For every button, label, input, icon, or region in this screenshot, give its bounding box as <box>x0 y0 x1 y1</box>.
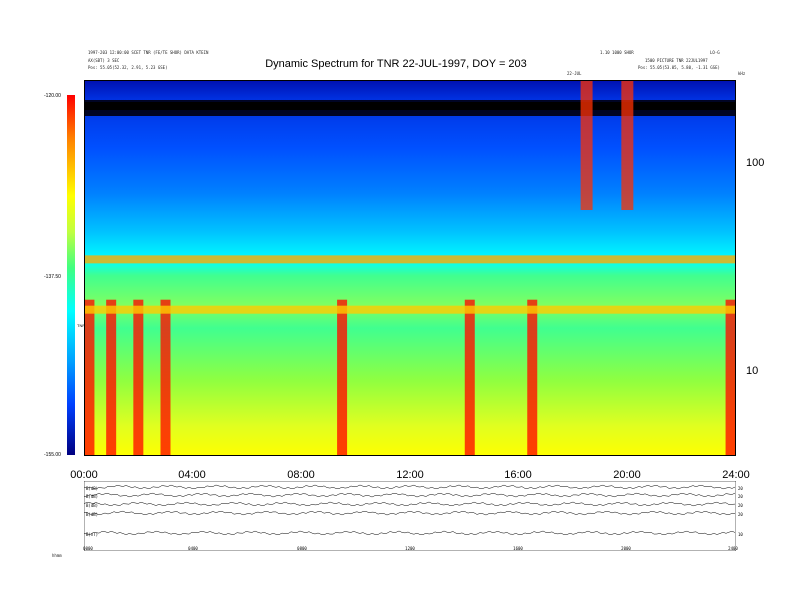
panel-left-label-3: B(dB) <box>86 512 99 517</box>
burst-0-7 <box>725 299 736 456</box>
x-tick-0: 00:00 <box>70 469 98 481</box>
x-tick-1: 04:00 <box>178 469 206 481</box>
burst-0-5 <box>464 299 475 456</box>
panel-right-label-0: 20 <box>738 486 743 491</box>
panel-tick-0: 0000 <box>83 546 93 551</box>
panel-right-label-4: 10 <box>738 532 743 537</box>
lower-panels <box>84 481 736 551</box>
colorbar-tick-2: -155.00 <box>44 452 61 458</box>
panel-time-unit: hhmm <box>52 553 62 558</box>
panel-trace-2 <box>84 501 736 507</box>
dark-band-core <box>84 102 736 110</box>
panel-left-label-1: B(dB) <box>86 494 99 499</box>
header-right-line2: 1500 PICTURE TNR 22JUL1997 <box>645 58 708 63</box>
x-tick-6: 24:00 <box>722 469 750 481</box>
panel-right-label-2: 20 <box>738 503 743 508</box>
panel-right-label-1: 20 <box>738 494 743 499</box>
colorbar-tick-0: -120.00 <box>44 93 61 99</box>
panel-left-label-0: B(dB) <box>86 486 99 491</box>
panel-tick-5: 2000 <box>621 546 631 551</box>
panel-left-label-2: B(dB) <box>86 503 99 508</box>
header-left-line3: Pos: 55.05(52.32, 2.91, 5.23 GSE) <box>88 65 168 70</box>
x-tick-5: 20:00 <box>613 469 641 481</box>
band-1 <box>84 305 736 314</box>
panel-trace-1 <box>84 492 736 498</box>
header-marker: 22-JUL <box>567 71 582 76</box>
colorbar-label: TNR <box>77 323 86 328</box>
header-right-line3: Pos: 55.05(53.05, 5.80, -1.31 GSE) <box>638 65 720 70</box>
panel-trace-4 <box>84 530 736 536</box>
burst-0-6 <box>527 299 538 456</box>
chart-title: Dynamic Spectrum for TNR 22-JUL-1997, DO… <box>265 58 527 70</box>
spectrum-background <box>84 80 736 456</box>
colorbar <box>67 95 75 455</box>
burst-3-1 <box>621 80 634 210</box>
burst-0-0 <box>84 299 95 456</box>
panel-tick-1: 0400 <box>188 546 198 551</box>
header-right-line1: 1.10 1000 SHOR <box>600 50 634 55</box>
x-tick-3: 12:00 <box>396 469 424 481</box>
panel-tick-4: 1600 <box>513 546 523 551</box>
panel-tick-3: 1200 <box>405 546 415 551</box>
burst-3-0 <box>580 80 593 210</box>
x-tick-4: 16:00 <box>504 469 532 481</box>
burst-0-3 <box>160 299 171 456</box>
header-left-line2: AX(SBT) 3 SEC <box>88 58 120 63</box>
y-tick-10: 10 <box>746 365 759 377</box>
band-2 <box>84 255 736 264</box>
y-tick-100: 100 <box>746 157 765 169</box>
burst-0-1 <box>106 299 117 456</box>
x-tick-2: 08:00 <box>287 469 315 481</box>
spectrogram <box>84 80 736 456</box>
panel-trace-3 <box>84 510 736 516</box>
panel-trace-0 <box>84 484 736 490</box>
burst-0-2 <box>133 299 144 456</box>
header-right-top: LO-G <box>710 50 720 55</box>
colorbar-tick-1: -137.50 <box>44 274 61 280</box>
panel-tick-6: 2400 <box>728 546 738 551</box>
panel-right-label-3: 20 <box>738 512 743 517</box>
burst-0-4 <box>337 299 348 456</box>
header-left-line1: 1997-203 12:00:00 SCET TNR (FE/TE SHOR) … <box>88 50 209 55</box>
header-unit: kHz <box>738 71 746 76</box>
panel-tick-2: 0800 <box>297 546 307 551</box>
panel-left-label-4: B(nT) <box>86 532 99 537</box>
spectrum-frame <box>84 80 736 456</box>
